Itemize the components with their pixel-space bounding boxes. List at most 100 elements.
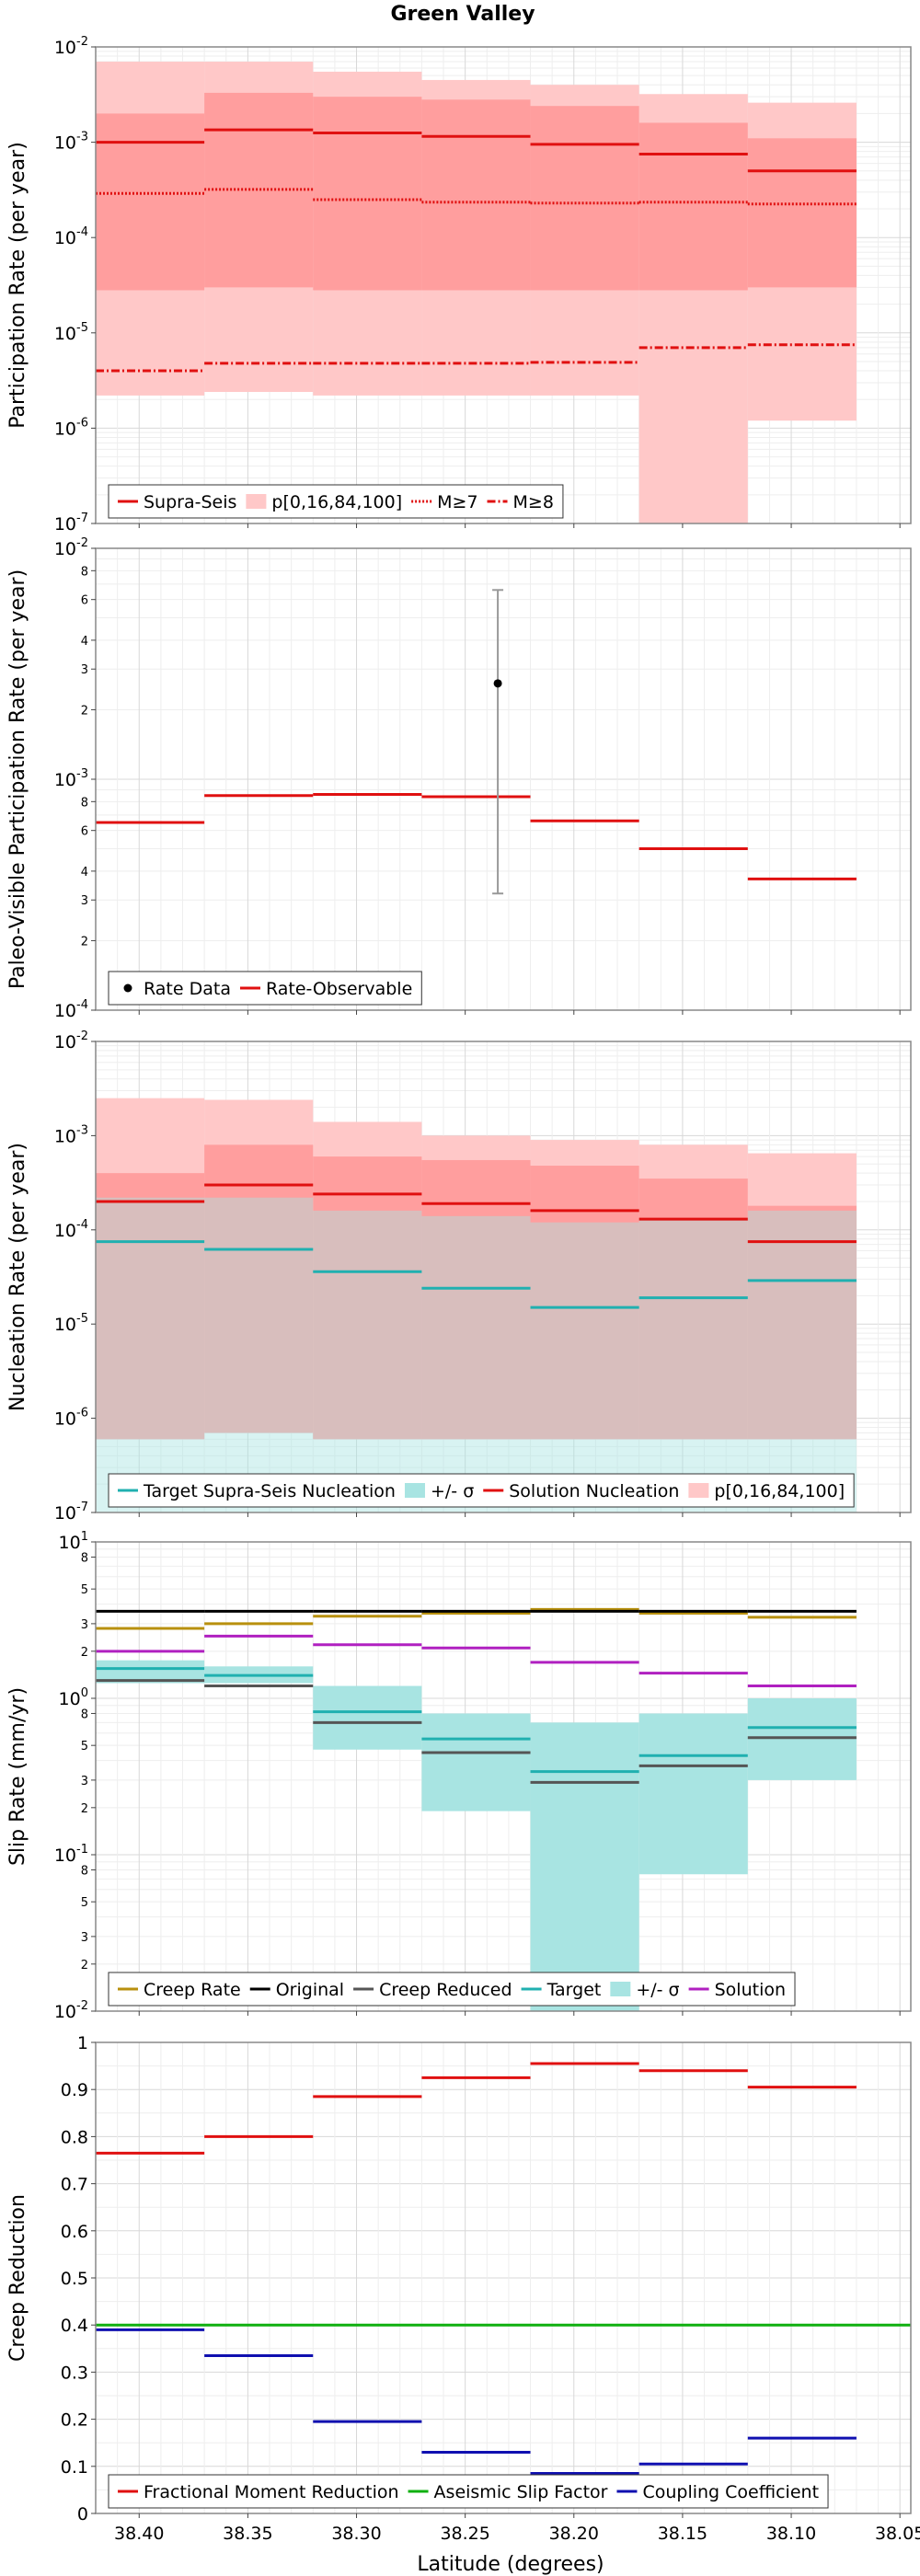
y-tick-label: 5 xyxy=(81,1896,88,1910)
y-tick-label: 3 xyxy=(81,1775,88,1788)
y-tick-label: 10-2 xyxy=(54,536,88,559)
y-tick-label: 10-3 xyxy=(54,767,88,790)
uncertainty-band xyxy=(638,1219,748,1512)
x-tick-label: 38.35 xyxy=(223,2524,272,2544)
y-tick-label: 10-1 xyxy=(54,1843,88,1866)
uncertainty-band xyxy=(747,1205,857,1440)
legend: Creep Rate Original Creep Reduced Target +/-… xyxy=(108,1972,796,2007)
legend-label: Rate Data xyxy=(144,979,231,999)
y-tick-label: 0.2 xyxy=(61,2410,88,2431)
figure-title: Green Valley xyxy=(390,3,535,26)
y-tick-label: 0.1 xyxy=(61,2457,88,2478)
uncertainty-band xyxy=(204,1197,314,1512)
y-tick-label: 10-3 xyxy=(54,1123,88,1146)
uncertainty-band xyxy=(747,1698,857,1780)
uncertainty-band xyxy=(313,97,422,291)
legend-item: +/- σ xyxy=(404,1481,474,1501)
x-tick-label: 38.40 xyxy=(114,2524,164,2544)
legend-item: Fractional Moment Reduction xyxy=(118,2482,399,2502)
legend-item: Aseismic Slip Factor xyxy=(408,2482,608,2502)
y-tick-label: 10-4 xyxy=(54,1218,88,1241)
legend-label: p[0,16,84,100] xyxy=(271,492,402,512)
legend-item: p[0,16,84,100] xyxy=(246,492,402,512)
y-tick-label: 0.7 xyxy=(61,2175,88,2195)
y-tick-label: 10-6 xyxy=(54,416,88,439)
y-tick-label: 3 xyxy=(81,663,88,677)
y-tick-label: 10-4 xyxy=(54,225,88,248)
legend-item: +/- σ xyxy=(610,1980,680,2000)
legend-item: M≥8 xyxy=(487,492,554,512)
legend-box xyxy=(108,971,422,1006)
legend-item: Creep Rate xyxy=(118,1980,241,2000)
data-point[interactable] xyxy=(493,679,502,688)
legend-box xyxy=(108,2474,829,2509)
uncertainty-band xyxy=(530,1222,639,1512)
y-axis-label: Nucleation Rate (per year) xyxy=(6,1143,29,1411)
y-tick-label: 10-6 xyxy=(54,1407,88,1430)
y-tick-label: 0.6 xyxy=(61,2222,88,2242)
legend-label: +/- σ xyxy=(636,1980,679,2000)
legend-label: M≥8 xyxy=(513,492,554,512)
y-tick-label: 0.4 xyxy=(61,2316,88,2336)
legend-label: +/- σ xyxy=(431,1481,474,1501)
y-tick-label: 4 xyxy=(81,635,88,649)
x-tick-label: 38.25 xyxy=(440,2524,489,2544)
y-axis-label: Paleo-Visible Participation Rate (per ye… xyxy=(6,569,29,989)
legend: Target Supra-Seis Nucleation +/- σ Solutio… xyxy=(108,1473,855,1508)
legend-item: Solution xyxy=(688,1980,786,2000)
y-tick-label: 100 xyxy=(59,1686,88,1709)
uncertainty-band xyxy=(313,1156,422,1440)
legend-label: Aseismic Slip Factor xyxy=(434,2482,608,2502)
y-tick-label: 10-7 xyxy=(54,512,88,535)
legend-item: M≥7 xyxy=(411,492,478,512)
y-tick-label: 3 xyxy=(81,1618,88,1632)
uncertainty-band xyxy=(638,122,748,291)
legend-label: Creep Rate xyxy=(144,1980,241,2000)
legend-item: Solution Nucleation xyxy=(483,1481,679,1501)
y-tick-label: 2 xyxy=(81,1959,88,1972)
legend-box xyxy=(108,1473,855,1508)
y-tick-label: 2 xyxy=(81,704,88,718)
y-tick-label: 0 xyxy=(77,2504,88,2524)
y-tick-label: 8 xyxy=(81,1708,88,1721)
legend: Fractional Moment Reduction Aseismic Slip… xyxy=(108,2474,829,2509)
legend-label: Fractional Moment Reduction xyxy=(144,2482,399,2502)
legend-label: Original xyxy=(276,1980,344,2000)
x-tick-label: 38.05 xyxy=(875,2524,920,2544)
y-tick-label: 0.3 xyxy=(61,2363,88,2383)
uncertainty-band xyxy=(421,1159,531,1440)
plot-frame xyxy=(95,1041,912,1513)
y-tick-label: 2 xyxy=(81,935,88,949)
legend-swatch xyxy=(123,983,132,993)
uncertainty-band xyxy=(530,106,639,291)
y-tick-label: 6 xyxy=(81,825,88,839)
legend-swatch xyxy=(246,494,267,509)
uncertainty-band xyxy=(96,1173,205,1440)
uncertainty-band xyxy=(421,1215,531,1512)
uncertainty-band xyxy=(313,1685,422,1750)
y-tick-label: 10-2 xyxy=(54,1999,88,2022)
legend-label: Solution Nucleation xyxy=(509,1481,679,1501)
y-tick-label: 4 xyxy=(81,866,88,880)
legend-item: Rate Data xyxy=(123,979,231,999)
plot-frame xyxy=(95,46,912,524)
y-tick-label: 6 xyxy=(81,594,88,608)
legend: Supra-Seis p[0,16,84,100] M≥7 M≥8 xyxy=(108,484,564,519)
uncertainty-band xyxy=(96,113,205,291)
legend: Rate Data Rate-Observable xyxy=(108,971,422,1006)
legend-label: Creep Reduced xyxy=(379,1980,512,2000)
uncertainty-band xyxy=(421,1713,531,1811)
y-tick-label: 8 xyxy=(81,1551,88,1565)
y-tick-label: 10-5 xyxy=(54,1312,88,1335)
legend-label: Supra-Seis xyxy=(144,492,236,512)
x-axis-label: Latitude (degrees) xyxy=(417,2553,604,2576)
legend-label: Solution xyxy=(715,1980,786,2000)
uncertainty-band xyxy=(96,1197,205,1512)
y-tick-label: 2 xyxy=(81,1646,88,1660)
uncertainty-band xyxy=(421,99,531,291)
legend-label: p[0,16,84,100] xyxy=(714,1481,845,1501)
panel-1: 10-2 10-3 10-4 10-5 10-6 10-7 Participation Ra… xyxy=(6,35,912,535)
legend-label: Target xyxy=(546,1980,602,2000)
plot-frame xyxy=(95,1541,912,2012)
